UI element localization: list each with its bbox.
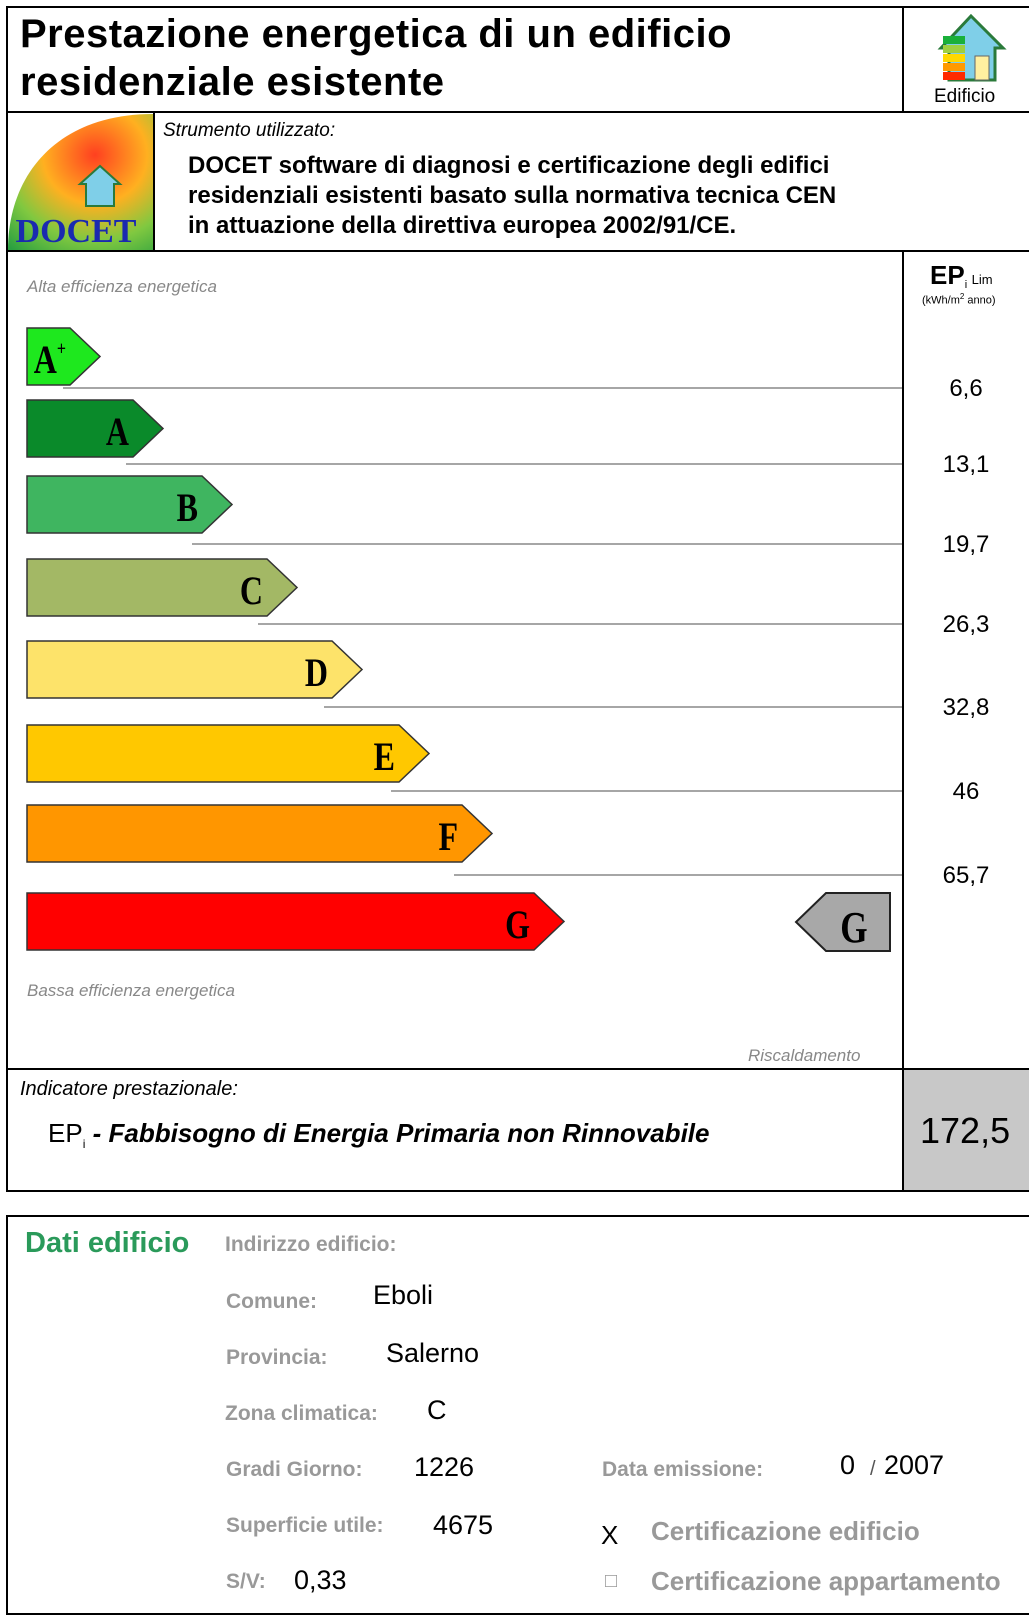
section-title: Dati edificio	[25, 1227, 189, 1260]
class-label: G	[505, 903, 530, 947]
page: {"header": {"title_lines": ["Prestazione…	[0, 0, 1029, 1603]
field-value: Eboli	[373, 1280, 433, 1311]
limit-label: 13,1	[943, 451, 990, 478]
class-label: D	[305, 651, 328, 695]
limit-label: 26,3	[943, 611, 990, 638]
indicator-label: Indicatore prestazionale:	[20, 1078, 238, 1101]
indicator-value: 172,5	[920, 1110, 1010, 1152]
limit-label: 65,7	[943, 862, 990, 889]
limit-label: 19,7	[943, 531, 990, 558]
field-label: Data emissione:	[602, 1458, 763, 1482]
class-label: F	[438, 815, 458, 859]
class-letter: C	[240, 569, 263, 613]
field-value: 0,33	[294, 1565, 347, 1596]
field-value: 1226	[414, 1452, 474, 1483]
current-class-label: G	[840, 902, 867, 952]
limit-label: 32,8	[943, 694, 990, 721]
issue-year: 2007	[884, 1450, 944, 1481]
checkbox-mark: X	[601, 1520, 618, 1551]
field-value: C	[427, 1395, 447, 1426]
class-label: B	[177, 486, 198, 530]
field-label: Superficie utile:	[226, 1514, 384, 1538]
class-label: E	[374, 735, 395, 779]
checkbox-label: Certificazione edificio	[651, 1516, 920, 1547]
class-letter: E	[374, 735, 395, 779]
field-label: Zona climatica:	[225, 1402, 378, 1426]
class-letter: B	[177, 486, 198, 530]
field-label: S/V:	[226, 1570, 266, 1594]
indicator-line: EPi - Fabbisogno di Energia Primaria non…	[48, 1118, 709, 1151]
field-label: Comune:	[226, 1290, 317, 1314]
class-arrow	[27, 476, 232, 533]
class-arrow	[27, 725, 429, 782]
checkbox-label: Certificazione appartamento	[651, 1566, 1001, 1597]
indicator-symbol: EP	[48, 1118, 83, 1148]
field-label: Provincia:	[226, 1346, 328, 1370]
class-sup: +	[57, 337, 66, 359]
issue-month: 0	[840, 1450, 855, 1481]
indicator-dash: -	[93, 1118, 102, 1148]
class-label: A	[106, 410, 129, 454]
class-letter: A	[106, 410, 129, 454]
class-letter: G	[505, 903, 530, 947]
class-arrow	[27, 805, 492, 862]
class-letter: D	[305, 651, 328, 695]
building-frame	[6, 1215, 1029, 1615]
limit-label: 46	[953, 778, 980, 805]
field-value: 4675	[433, 1510, 493, 1541]
field-label: Indirizzo edificio:	[225, 1233, 397, 1257]
class-arrow	[27, 400, 163, 457]
field-value: Salerno	[386, 1338, 479, 1369]
class-letter: F	[438, 815, 458, 859]
limit-label: 6,6	[949, 375, 982, 402]
class-arrow	[27, 893, 564, 950]
field-label: Gradi Giorno:	[226, 1458, 363, 1482]
indicator-sub: i	[83, 1137, 86, 1151]
indicator-description: Fabbisogno di Energia Primaria non Rinno…	[109, 1118, 710, 1148]
class-label: C	[240, 569, 263, 613]
class-letter: A	[34, 338, 57, 382]
checkbox-mark: □	[605, 1570, 617, 1593]
issue-separator: /	[870, 1458, 876, 1481]
